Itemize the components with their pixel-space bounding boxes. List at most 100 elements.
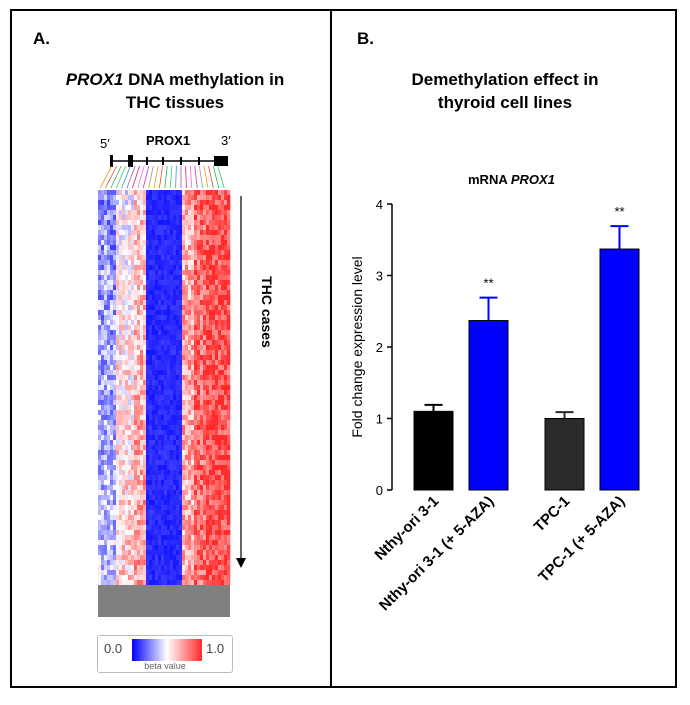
heatmap-cell bbox=[206, 470, 210, 476]
heatmap-cell bbox=[206, 420, 210, 426]
heatmap-cell bbox=[143, 430, 147, 436]
heatmap-cell bbox=[218, 340, 222, 346]
y-tick-label: 1 bbox=[376, 412, 383, 427]
heatmap-cell bbox=[206, 220, 210, 226]
heatmap-cell bbox=[173, 415, 177, 421]
heatmap-cell bbox=[161, 280, 165, 286]
heatmap-cell bbox=[170, 270, 174, 276]
heatmap-cell bbox=[125, 235, 129, 241]
heatmap-cell bbox=[143, 550, 147, 556]
heatmap-cell bbox=[131, 195, 135, 201]
heatmap-cell bbox=[113, 190, 117, 196]
heatmap-cell bbox=[125, 290, 129, 296]
heatmap-cell bbox=[104, 300, 108, 306]
heatmap-cell bbox=[122, 575, 126, 581]
heatmap-cell bbox=[125, 565, 129, 571]
heatmap-cell bbox=[215, 475, 219, 481]
heatmap-cell bbox=[110, 530, 114, 536]
heatmap-cell bbox=[224, 395, 228, 401]
heatmap-cell bbox=[164, 495, 168, 501]
heatmap-cell bbox=[107, 460, 111, 466]
heatmap-cell bbox=[128, 545, 132, 551]
heatmap-cell bbox=[173, 385, 177, 391]
heatmap-cell bbox=[185, 220, 189, 226]
heatmap-cell bbox=[182, 485, 186, 491]
heatmap-cell bbox=[182, 290, 186, 296]
heatmap-cell bbox=[113, 500, 117, 506]
heatmap-cell bbox=[161, 265, 165, 271]
heatmap-cell bbox=[161, 390, 165, 396]
heatmap-cell bbox=[152, 580, 156, 586]
heatmap-cell bbox=[176, 450, 180, 456]
heatmap-cell bbox=[122, 350, 126, 356]
heatmap-cell bbox=[191, 205, 195, 211]
heatmap-cell bbox=[140, 545, 144, 551]
heatmap-cell bbox=[113, 495, 117, 501]
heatmap-cell bbox=[164, 500, 168, 506]
panel-b-title-line2: thyroid cell lines bbox=[437, 93, 573, 112]
heatmap-cell bbox=[215, 265, 219, 271]
heatmap-cell bbox=[188, 200, 192, 206]
heatmap-cell bbox=[215, 555, 219, 561]
heatmap-cell bbox=[110, 250, 114, 256]
heatmap-cell bbox=[206, 475, 210, 481]
heatmap-cell bbox=[179, 260, 183, 266]
heatmap-cell bbox=[113, 350, 117, 356]
heatmap-cell bbox=[179, 460, 183, 466]
heatmap-cell bbox=[143, 565, 147, 571]
heatmap-cell bbox=[197, 290, 201, 296]
heatmap-cell bbox=[191, 340, 195, 346]
heatmap-cell bbox=[155, 305, 159, 311]
heatmap-cell bbox=[224, 570, 228, 576]
heatmap-cell bbox=[197, 215, 201, 221]
heatmap-cell bbox=[146, 440, 150, 446]
heatmap-cell bbox=[101, 495, 105, 501]
heatmap-cell bbox=[221, 345, 225, 351]
probe-connector-line bbox=[137, 165, 145, 189]
heatmap-cell bbox=[161, 465, 165, 471]
heatmap-cell bbox=[194, 235, 198, 241]
heatmap-cell bbox=[203, 570, 207, 576]
heatmap-cell bbox=[221, 385, 225, 391]
heatmap-cell bbox=[176, 440, 180, 446]
heatmap-cell bbox=[212, 205, 216, 211]
heatmap-cell bbox=[173, 200, 177, 206]
heatmap-cell bbox=[116, 435, 120, 441]
heatmap-cell bbox=[146, 540, 150, 546]
heatmap-cell bbox=[149, 265, 153, 271]
heatmap-cell bbox=[119, 395, 123, 401]
heatmap-cell bbox=[188, 210, 192, 216]
heatmap-cell bbox=[224, 490, 228, 496]
heatmap-cell bbox=[191, 190, 195, 196]
heatmap-cell bbox=[218, 195, 222, 201]
heatmap-cell bbox=[98, 415, 102, 421]
heatmap-cell bbox=[98, 500, 102, 506]
heatmap-cell bbox=[113, 290, 117, 296]
heatmap-cell bbox=[179, 510, 183, 516]
heatmap-cell bbox=[161, 225, 165, 231]
heatmap-cell bbox=[170, 210, 174, 216]
heatmap-cell bbox=[113, 250, 117, 256]
heatmap-cell bbox=[200, 545, 204, 551]
heatmap-cell bbox=[134, 425, 138, 431]
heatmap-cell bbox=[212, 345, 216, 351]
heatmap-cell bbox=[215, 570, 219, 576]
panel-a-title-gene: PROX1 bbox=[65, 70, 124, 89]
heatmap-cell bbox=[179, 410, 183, 416]
heatmap-cell bbox=[110, 210, 114, 216]
heatmap-cell bbox=[170, 440, 174, 446]
heatmap-cell bbox=[116, 195, 120, 201]
heatmap-cell bbox=[224, 450, 228, 456]
heatmap-cell bbox=[167, 515, 171, 521]
heatmap-cell bbox=[125, 475, 129, 481]
heatmap-cell bbox=[218, 515, 222, 521]
heatmap-cell bbox=[158, 500, 162, 506]
heatmap-cell bbox=[152, 340, 156, 346]
heatmap-cell bbox=[143, 330, 147, 336]
heatmap-cell bbox=[179, 420, 183, 426]
heatmap-cell bbox=[227, 380, 231, 386]
heatmap-cell bbox=[107, 215, 111, 221]
heatmap-cell bbox=[218, 575, 222, 581]
heatmap-cell bbox=[149, 525, 153, 531]
heatmap-cell bbox=[149, 470, 153, 476]
